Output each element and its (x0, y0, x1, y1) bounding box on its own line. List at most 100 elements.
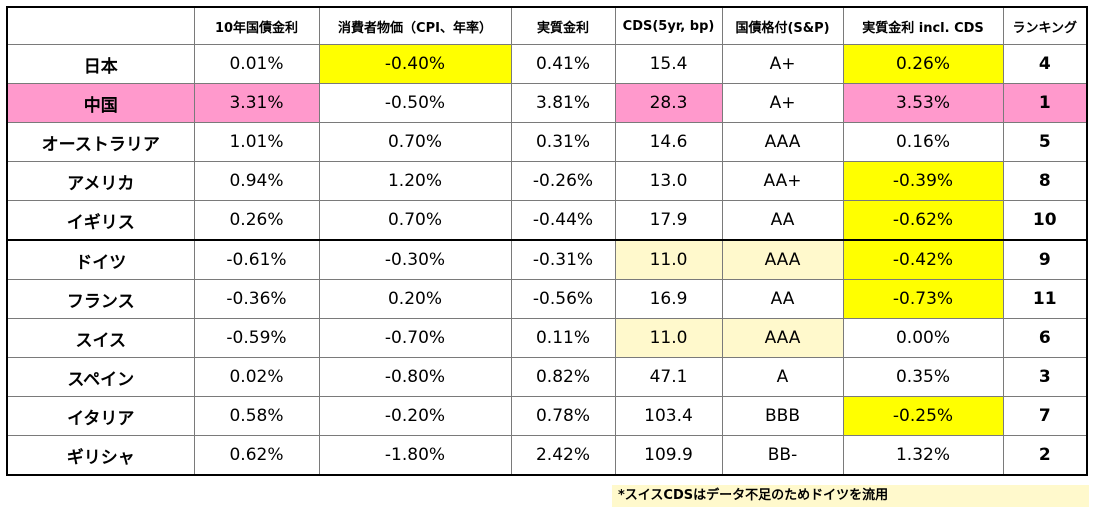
cpi-cell: -1.80% (318, 435, 512, 476)
header-ranking: ランキング (1002, 6, 1088, 45)
rank-cell: 4 (1002, 44, 1088, 84)
real-rate-cell: 2.42% (510, 435, 616, 476)
rating-cell: AA+ (721, 161, 844, 201)
cds-cell: 103.4 (614, 396, 723, 436)
country-name: オーストラリア (6, 122, 195, 162)
cds-cell: 16.9 (614, 279, 723, 319)
country-name: 中国 (6, 83, 195, 123)
cpi-cell: 0.20% (318, 279, 512, 319)
cpi-cell: -0.80% (318, 357, 512, 397)
header-cds: CDS(5yr, bp) (614, 6, 723, 45)
yield-cell: 1.01% (193, 122, 320, 162)
cpi-cell: -0.30% (318, 239, 512, 280)
cds-cell: 15.4 (614, 44, 723, 84)
real-rate-cds-cell: 0.00% (842, 318, 1004, 358)
cpi-cell: 1.20% (318, 161, 512, 201)
real-rate-cell: -0.31% (510, 239, 616, 280)
country-name: ギリシャ (6, 435, 195, 476)
rating-cell: A+ (721, 44, 844, 84)
cds-cell: 28.3 (614, 83, 723, 123)
real-rate-cds-cell: 0.16% (842, 122, 1004, 162)
rank-cell: 1 (1002, 83, 1088, 123)
country-name: ドイツ (6, 239, 195, 280)
header-empty (6, 6, 195, 45)
yield-cell: 0.62% (193, 435, 320, 476)
country-name: イタリア (6, 396, 195, 436)
rank-cell: 8 (1002, 161, 1088, 201)
rating-cell: BB- (721, 435, 844, 476)
real-rate-cds-cell: -0.73% (842, 279, 1004, 319)
table-row: フランス -0.36% 0.20% -0.56% 16.9 AA -0.73% … (6, 279, 1088, 319)
yield-cell: 0.02% (193, 357, 320, 397)
real-rate-cell: 0.11% (510, 318, 616, 358)
real-rate-cds-cell: -0.62% (842, 200, 1004, 241)
country-name: アメリカ (6, 161, 195, 201)
cds-cell: 13.0 (614, 161, 723, 201)
table-row: イタリア 0.58% -0.20% 0.78% 103.4 BBB -0.25%… (6, 396, 1088, 436)
rank-cell: 2 (1002, 435, 1088, 476)
footnote: *スイスCDSはデータ不足のためドイツを流用 (612, 485, 1089, 507)
rating-cell: BBB (721, 396, 844, 436)
rank-cell: 6 (1002, 318, 1088, 358)
cpi-cell: -0.50% (318, 83, 512, 123)
rating-cell: A+ (721, 83, 844, 123)
table-row: ギリシャ 0.62% -1.80% 2.42% 109.9 BB- 1.32% … (6, 435, 1088, 476)
real-rate-cell: -0.56% (510, 279, 616, 319)
cds-cell: 14.6 (614, 122, 723, 162)
cds-cell: 47.1 (614, 357, 723, 397)
rank-cell: 3 (1002, 357, 1088, 397)
yield-cell: 0.26% (193, 200, 320, 241)
real-rate-cds-cell: -0.25% (842, 396, 1004, 436)
yield-cell: 0.58% (193, 396, 320, 436)
rating-cell: AAA (721, 318, 844, 358)
cds-cell: 17.9 (614, 200, 723, 241)
real-rate-cell: -0.44% (510, 200, 616, 241)
real-rate-cds-cell: 0.26% (842, 44, 1004, 84)
real-rate-cds-cell: 3.53% (842, 83, 1004, 123)
header-rating: 国債格付(S&P) (721, 6, 844, 45)
rating-cell: AA (721, 200, 844, 241)
cpi-cell: 0.70% (318, 122, 512, 162)
yield-cell: 0.94% (193, 161, 320, 201)
cpi-cell: -0.40% (318, 44, 512, 84)
cpi-cell: -0.70% (318, 318, 512, 358)
real-rate-cds-cell: 1.32% (842, 435, 1004, 476)
cpi-cell: -0.20% (318, 396, 512, 436)
rating-cell: AAA (721, 122, 844, 162)
header-real-rate: 実質金利 (510, 6, 616, 45)
yield-cell: -0.61% (193, 239, 320, 280)
rank-cell: 7 (1002, 396, 1088, 436)
cds-cell: 11.0 (614, 318, 723, 358)
header-cpi: 消費者物価（CPI、年率） (318, 6, 512, 45)
rating-cell: AA (721, 279, 844, 319)
country-name: スイス (6, 318, 195, 358)
real-rate-cell: 3.81% (510, 83, 616, 123)
real-rate-cell: -0.26% (510, 161, 616, 201)
table-row: アメリカ 0.94% 1.20% -0.26% 13.0 AA+ -0.39% … (6, 161, 1088, 201)
bond-comparison-table: 10年国債金利 消費者物価（CPI、年率） 実質金利 CDS(5yr, bp) … (6, 6, 1088, 476)
country-name: イギリス (6, 200, 195, 241)
table-row: スペイン 0.02% -0.80% 0.82% 47.1 A 0.35% 3 (6, 357, 1088, 397)
cds-cell: 11.0 (614, 239, 723, 280)
cpi-cell: 0.70% (318, 200, 512, 241)
table-row: 中国 3.31% -0.50% 3.81% 28.3 A+ 3.53% 1 (6, 83, 1088, 123)
country-name: フランス (6, 279, 195, 319)
real-rate-cell: 0.41% (510, 44, 616, 84)
rating-cell: A (721, 357, 844, 397)
rank-cell: 5 (1002, 122, 1088, 162)
table-row: 日本 0.01% -0.40% 0.41% 15.4 A+ 0.26% 4 (6, 44, 1088, 84)
rank-cell: 11 (1002, 279, 1088, 319)
rank-cell: 10 (1002, 200, 1088, 241)
country-name: スペイン (6, 357, 195, 397)
table-row: スイス -0.59% -0.70% 0.11% 11.0 AAA 0.00% 6 (6, 318, 1088, 358)
real-rate-cds-cell: -0.42% (842, 239, 1004, 280)
real-rate-cell: 0.82% (510, 357, 616, 397)
real-rate-cell: 0.31% (510, 122, 616, 162)
table-row: オーストラリア 1.01% 0.70% 0.31% 14.6 AAA 0.16%… (6, 122, 1088, 162)
rating-cell: AAA (721, 239, 844, 280)
header-yield: 10年国債金利 (193, 6, 320, 45)
cds-cell: 109.9 (614, 435, 723, 476)
yield-cell: -0.36% (193, 279, 320, 319)
yield-cell: 0.01% (193, 44, 320, 84)
real-rate-cds-cell: 0.35% (842, 357, 1004, 397)
